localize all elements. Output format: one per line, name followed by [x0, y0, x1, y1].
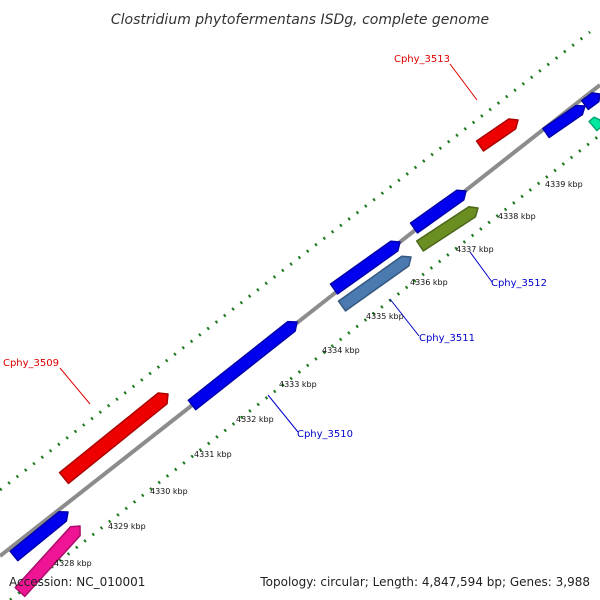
- gene-arrow-forward: [475, 118, 519, 152]
- gene-arrow-reverse: [580, 92, 600, 111]
- outer-tick-ring: [0, 30, 591, 492]
- scale-tick-label: 4338 kbp: [498, 212, 536, 221]
- scale-tick-labels: 4328 kbp 4329 kbp 4330 kbp 4331 kbp 4332 kbp…: [54, 180, 583, 568]
- gene-label: Cphy_3509: [3, 358, 59, 369]
- gene-arrow-reverse: [9, 511, 69, 562]
- gene-arrow-reverse: [187, 320, 298, 411]
- gene-arrow-reverse: [415, 206, 479, 252]
- genome-backbone: [0, 83, 600, 558]
- gene-label: Cphy_3511: [419, 333, 475, 344]
- accession-text: Accession: NC_010001: [9, 575, 145, 589]
- label-callouts: Cphy_3513 Cphy_3512 Cphy_3511 Cphy_3510 Cphy…: [3, 54, 547, 440]
- scale-tick-label: 4331 kbp: [194, 450, 232, 459]
- gene-arrow-reverse: [409, 189, 467, 234]
- scale-tick-label: 4329 kbp: [108, 522, 146, 531]
- scale-tick-label: 4330 kbp: [150, 487, 188, 496]
- scale-tick-label: 4335 kbp: [366, 312, 404, 321]
- gene-label: Cphy_3512: [491, 278, 547, 289]
- gene-label-callout-line: [449, 63, 478, 101]
- genome-stats-text: Topology: circular; Length: 4,847,594 bp…: [259, 575, 590, 589]
- scale-tick-label: 4334 kbp: [322, 346, 360, 355]
- scale-tick-label: 4336 kbp: [410, 278, 448, 287]
- scale-tick-label: 4333 kbp: [279, 380, 317, 389]
- scale-tick-label: 4332 kbp: [236, 415, 274, 424]
- inner-tick-ring: [9, 133, 600, 600]
- gene-arrow-reverse: [337, 255, 412, 312]
- scale-tick-label: 4328 kbp: [54, 559, 92, 568]
- scale-tick-label: 4337 kbp: [456, 245, 494, 254]
- gene-label-callout-line: [389, 298, 420, 337]
- gene-label: Cphy_3513: [394, 54, 450, 65]
- gene-arrow-reverse: [542, 104, 586, 139]
- map-title: Clostridium phytofermentans ISDg, comple…: [111, 12, 489, 28]
- gene-arrow-reverse: [588, 116, 600, 132]
- gene-track: [9, 92, 600, 598]
- gene-label-callout-line: [469, 251, 493, 283]
- scale-tick-label: 4339 kbp: [545, 180, 583, 189]
- gene-arrow-reverse: [329, 240, 401, 295]
- gene-label-callout-line: [267, 394, 299, 433]
- gene-label: Cphy_3510: [297, 429, 353, 440]
- gene-arrow-reverse: [14, 525, 81, 598]
- gene-label-callout-line: [59, 367, 91, 405]
- gene-arrow-forward: [58, 392, 169, 485]
